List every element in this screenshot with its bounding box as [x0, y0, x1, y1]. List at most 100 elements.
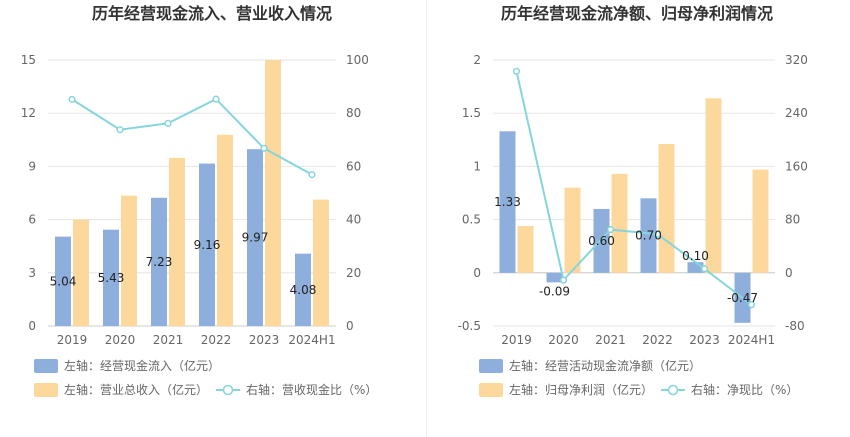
left-chart-bar-2020-orange [121, 195, 137, 326]
right-chart-bar-2023-blue [687, 262, 704, 273]
right-chart-right-tick-0: -80 [785, 319, 805, 333]
right-chart-left-tick-4: 1.5 [462, 106, 481, 120]
left-chart-legend-label-orange: 左轴：营业总收入（亿元） [64, 382, 208, 397]
right-chart-right-tick-1: 0 [785, 266, 793, 280]
left-chart-bar-2019-blue [55, 236, 71, 326]
left-chart-left-tick-3: 9 [28, 159, 36, 173]
left-chart-legend-swatch-line-marker [222, 384, 234, 396]
right-chart-left-tick-2: 0.5 [462, 213, 481, 227]
right-chart-bar-2020-orange [564, 187, 581, 273]
right-chart-legend-swatch-orange [479, 383, 503, 397]
left-chart-data-label-2024H1: 4.08 [290, 283, 317, 297]
left-chart-data-label-2022: 9.16 [194, 238, 221, 252]
right-chart-x-tick-2023: 2023 [689, 333, 720, 347]
right-chart-bar-2023-orange [705, 98, 722, 273]
left-chart-x-tick-2024H1: 2024H1 [288, 333, 335, 347]
right-chart-bar-2019-blue [499, 131, 516, 273]
right-chart-right-tick-3: 160 [785, 159, 808, 173]
left-chart-bar-2021-blue [151, 197, 167, 326]
right-chart-x-tick-2024H1: 2024H1 [728, 333, 775, 347]
right-chart-line-series [515, 71, 753, 306]
right-chart-right-tick-2: 80 [785, 213, 800, 227]
left-chart-legend-label-blue: 左轴：经营现金流入（亿元） [64, 358, 220, 373]
right-chart-bar-2024H1-orange [752, 169, 769, 273]
left-chart-line-point-2020 [116, 126, 124, 134]
left-chart-x-tick-2021: 2021 [153, 333, 184, 347]
left-chart-right-tick-2: 40 [346, 213, 361, 227]
right-chart-legend-label-blue: 左轴：经营活动现金流净额（亿元） [509, 358, 701, 373]
left-chart-right-tick-5: 100 [346, 53, 369, 67]
right-chart-bar-2020-blue [546, 272, 563, 283]
left-chart-left-tick-1: 3 [28, 266, 36, 280]
left-chart-left-tick-2: 6 [28, 213, 36, 227]
right-chart-bar-2021-blue [593, 208, 610, 273]
left-chart-left-tick-5: 15 [21, 53, 36, 67]
right-chart-legend-label-line: 右轴：净现比（%） [691, 382, 798, 397]
right-chart-right-tick-5: 320 [785, 53, 808, 67]
left-chart-data-label-2021: 7.23 [146, 255, 173, 269]
left-chart-left-tick-0: 0 [28, 319, 36, 333]
right-chart-left-tick-0: -0.5 [458, 319, 481, 333]
chart-svg-right: 历年经营现金流净额、归母净利润情况 -0.5 -80 0 0 0.5 80 1 160 1.5 24… [458, 4, 808, 397]
left-chart-bar-2023-blue [247, 149, 263, 326]
chart-panel-cash-inflow-revenue: 历年经营现金流入、营业收入情况 0 0 3 20 6 40 9 60 12 80 15 100 2019 2… [21, 4, 377, 397]
left-chart-x-tick-2020: 2020 [105, 333, 136, 347]
left-chart-x-tick-2023: 2023 [249, 333, 280, 347]
right-chart-legend-swatch-blue [479, 359, 503, 373]
left-chart-legend-swatch-blue [34, 359, 58, 373]
left-chart-x-tick-2022: 2022 [201, 333, 232, 347]
left-chart-data-label-2019: 5.04 [50, 274, 77, 288]
left-chart-right-tick-1: 20 [346, 266, 361, 280]
chart-panel-net-cash-profit: 历年经营现金流净额、归母净利润情况 -0.5 -80 0 0 0.5 80 1 160 1.5 24… [425, 0, 850, 437]
right-chart-right-tick-4: 240 [785, 106, 808, 120]
left-chart-data-label-2023: 9.97 [242, 231, 269, 245]
right-chart-bar-2021-orange [611, 173, 628, 273]
right-chart-x-tick-2019: 2019 [501, 333, 532, 347]
left-chart-line-series [71, 97, 313, 176]
right-chart-line-point-2023 [700, 265, 709, 273]
right-chart-data-label-2019: 1.33 [494, 195, 521, 209]
right-chart-x-tick-2021: 2021 [595, 333, 626, 347]
right-chart-left-tick-1: 0 [473, 266, 481, 280]
left-chart-line-point-2019 [68, 95, 76, 103]
right-chart-bar-2022-blue [640, 198, 657, 273]
right-chart-data-label-2020: -0.09 [539, 284, 570, 298]
left-chart-legend-swatch-orange [34, 383, 58, 397]
chart-svg-left: 历年经营现金流入、营业收入情况 0 0 3 20 6 40 9 60 12 80 15 100 2019 2… [21, 4, 377, 397]
right-chart-data-label-2023: 0.10 [682, 249, 709, 263]
right-chart-data-label-2021: 0.60 [588, 234, 615, 248]
left-chart-bar-2022-blue [199, 163, 215, 326]
right-chart-data-label-2022: 0.70 [635, 229, 662, 243]
right-chart-x-tick-2022: 2022 [642, 333, 673, 347]
right-chart-legend-label-orange: 左轴：归母净利润（亿元） [509, 382, 653, 397]
right-chart-left-tick-5: 2 [473, 53, 481, 67]
right-chart-data-label-2024H1: -0.47 [727, 291, 758, 305]
right-chart-line-point-2021 [606, 226, 615, 234]
left-chart-line-point-2021 [164, 119, 172, 127]
right-chart-line-point-2024H1 [747, 301, 756, 309]
left-chart-bar-2019-orange [73, 219, 89, 326]
right-chart-line-point-2019 [512, 67, 521, 75]
left-chart-bar-2020-blue [103, 229, 119, 326]
left-chart-data-label-2020: 5.43 [98, 271, 125, 285]
left-chart-bar-2021-orange [169, 157, 185, 326]
left-chart-line-point-2022 [212, 95, 220, 103]
left-chart-title: 历年经营现金流入、营业收入情况 [92, 4, 332, 23]
left-chart-bar-2023-orange [265, 60, 281, 326]
right-chart-legend-swatch-line-marker [667, 384, 679, 396]
left-chart-line-point-2023 [260, 144, 268, 152]
right-chart-bar-2019-orange [517, 225, 534, 273]
right-chart-line-point-2022 [653, 230, 662, 238]
left-chart-left-tick-4: 12 [21, 106, 36, 120]
right-chart-line-point-2020 [559, 276, 568, 284]
right-chart-bar-2022-orange [658, 144, 675, 273]
left-chart-right-tick-0: 0 [346, 319, 354, 333]
right-chart-title: 历年经营现金流净额、归母净利润情况 [501, 4, 773, 23]
left-chart-bar-2024H1-orange [313, 199, 329, 326]
right-chart-x-tick-2020: 2020 [548, 333, 579, 347]
left-chart-right-tick-4: 80 [346, 106, 361, 120]
panel-divider [426, 0, 427, 437]
left-chart-line-point-2024H1 [308, 171, 316, 179]
right-chart-left-tick-3: 1 [473, 159, 481, 173]
left-chart-right-tick-3: 60 [346, 159, 361, 173]
